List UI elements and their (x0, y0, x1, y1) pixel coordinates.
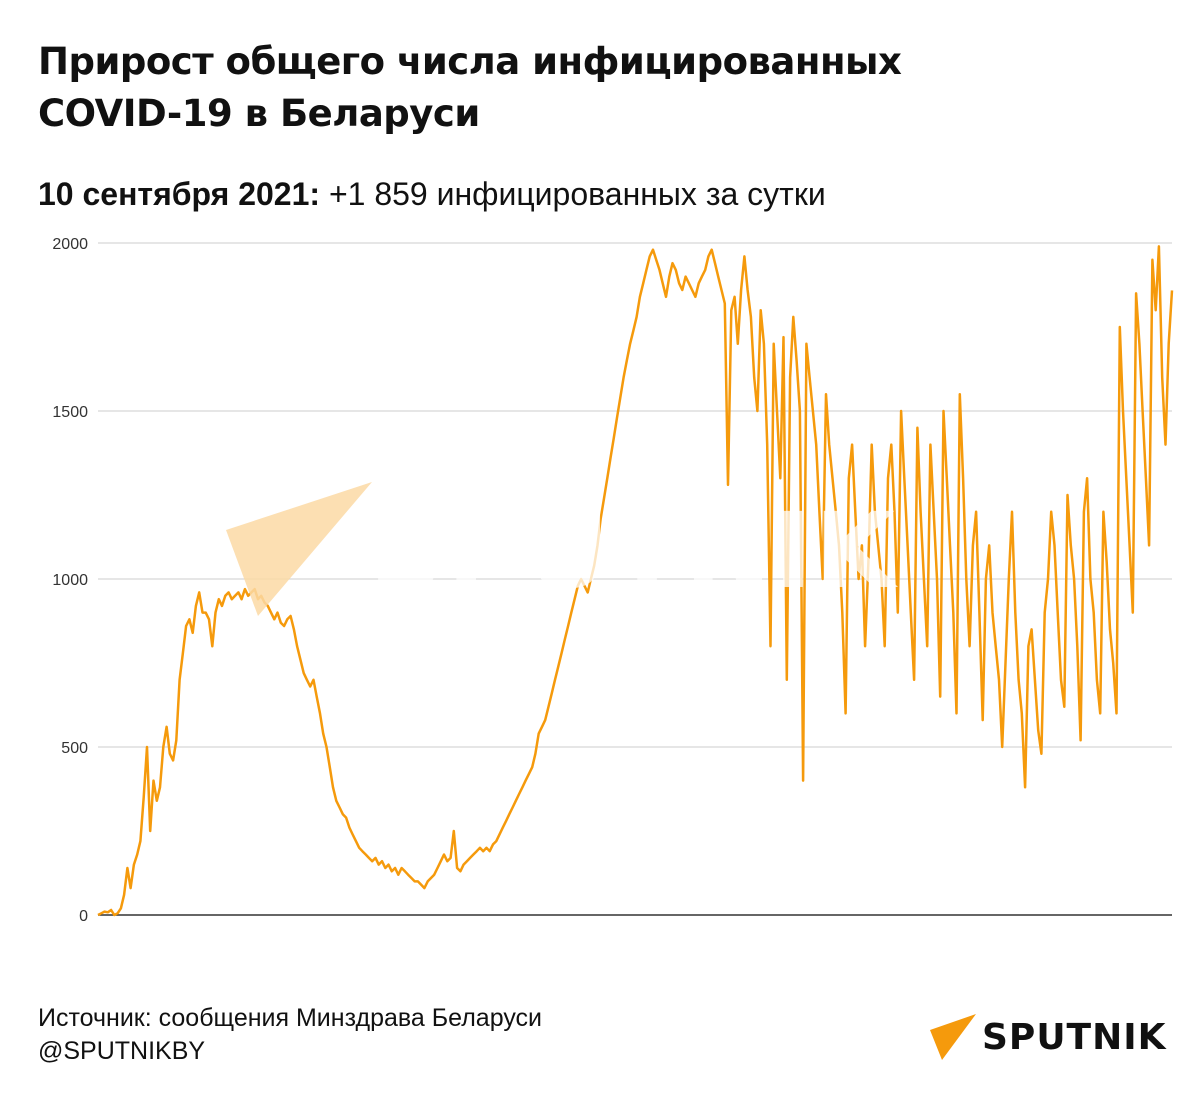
handle-text: @SPUTNIKBY (38, 1037, 206, 1065)
sputnik-arrow-icon (930, 1014, 976, 1060)
y-tick-label: 2000 (52, 236, 88, 253)
y-tick-label: 1000 (52, 572, 88, 589)
line-chart: 0 500 1000 1500 2000 (52, 236, 1174, 925)
source-text: Источник: сообщения Минздрава Беларуси (38, 1004, 543, 1032)
sputnik-logo: SPUTNIK (930, 1012, 1167, 1062)
subtitle-date: 10 сентября 2021: (38, 176, 321, 212)
y-tick-label: 500 (61, 740, 88, 757)
footer: Источник: сообщения Минздрава Беларуси @… (38, 1002, 542, 1068)
chart-title: Прирост общего числа инфицированных COVI… (38, 36, 1038, 140)
y-tick-label: 1500 (52, 404, 88, 421)
subtitle-stat: +1 859 инфицированных за сутки (328, 176, 826, 212)
title-line-1: Прирост общего числа инфицированных (38, 40, 902, 83)
brand-name: SPUTNIK (982, 1016, 1167, 1058)
title-line-2: COVID-19 в Беларуси (38, 92, 480, 135)
y-tick-label: 0 (79, 908, 88, 925)
chart-subtitle: 10 сентября 2021: +1 859 инфицированных … (38, 174, 826, 214)
series-line (97, 245, 1174, 917)
